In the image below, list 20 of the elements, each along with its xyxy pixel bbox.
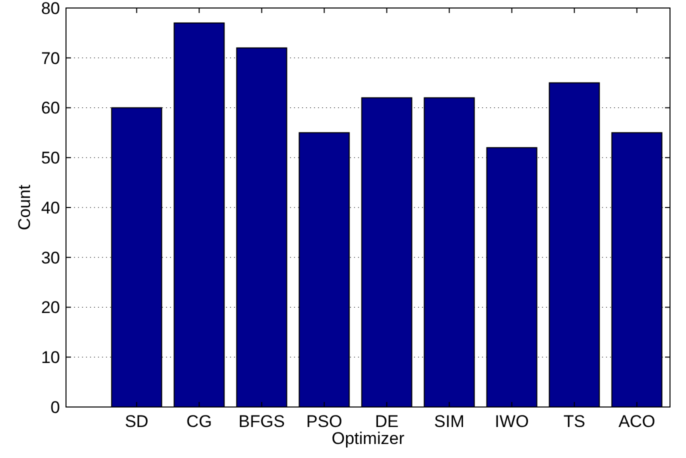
x-tick-label: SIM [434,412,464,431]
y-axis-title: Count [15,184,34,230]
x-tick-label: BFGS [238,412,285,431]
x-tick-label: DE [374,412,399,431]
y-tick-label: 70 [41,48,60,68]
y-tick-label: 80 [41,0,60,18]
x-tick-label: TS [563,412,586,431]
y-tick-label: 30 [41,248,60,268]
x-axis-title: Optimizer [332,429,405,448]
x-tick-label: CG [186,412,212,431]
y-tick-label: 50 [41,148,60,168]
y-tick-label: 10 [41,348,60,368]
x-tick-label: ACO [618,412,656,431]
y-tick-label: 20 [41,298,60,318]
y-tick-label: 60 [41,98,60,118]
y-tick-label: 40 [41,198,60,218]
x-tick-label: IWO [494,412,529,431]
y-tick-label: 0 [50,398,60,417]
x-tick-label: PSO [306,412,342,431]
x-tick-label: SD [124,412,148,431]
